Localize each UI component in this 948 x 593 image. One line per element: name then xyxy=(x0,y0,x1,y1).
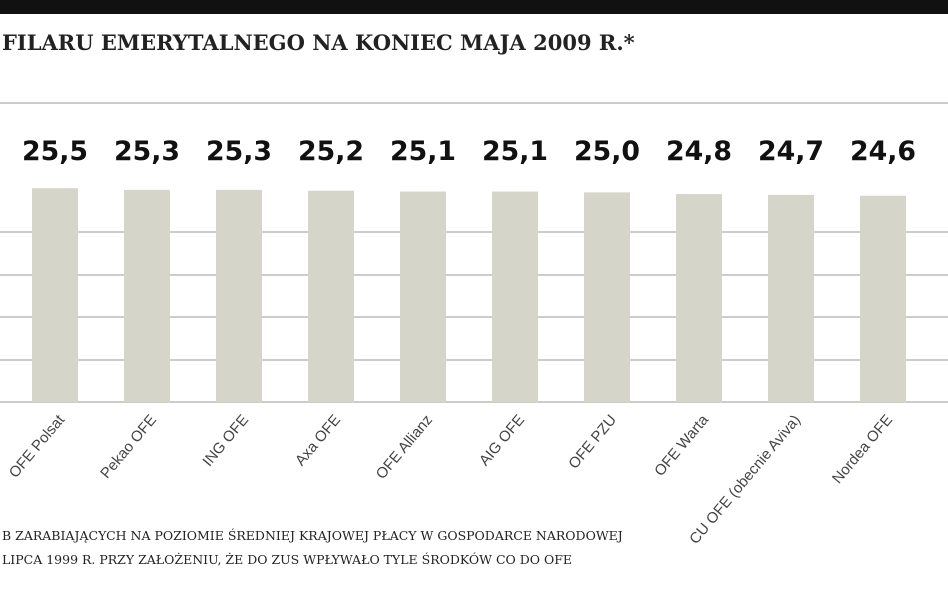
value-label: 25,5 xyxy=(22,136,88,167)
category-label: ING OFE xyxy=(199,412,252,470)
category-label: OFE PZU xyxy=(565,412,620,473)
value-label: 24,7 xyxy=(758,136,824,167)
value-label: 25,1 xyxy=(482,136,548,167)
chart-title: FILARU EMERYTALNEGO NA KONIEC MAJA 2009 … xyxy=(2,30,635,55)
bar xyxy=(584,192,630,402)
value-label: 25,0 xyxy=(574,136,640,167)
value-label: 24,6 xyxy=(850,136,916,167)
category-label: Pekao OFE xyxy=(97,412,160,482)
value-label: 25,3 xyxy=(206,136,272,167)
footnote: B ZARABIAJĄCYCH NA POZIOMIE ŚREDNIEJ KRA… xyxy=(2,527,623,543)
bar xyxy=(492,191,538,402)
category-label: Axa OFE xyxy=(292,412,344,470)
category-label: OFE Polsat xyxy=(6,411,69,481)
bar xyxy=(216,189,262,402)
bar xyxy=(860,195,906,402)
bar xyxy=(32,188,78,402)
bar xyxy=(308,190,354,402)
category-label: OFE Allianz xyxy=(373,412,436,483)
bar xyxy=(768,194,814,402)
bar xyxy=(124,189,170,402)
value-label: 25,1 xyxy=(390,136,456,167)
bar xyxy=(676,194,722,402)
value-label: 24,8 xyxy=(666,136,732,167)
category-label: AIG OFE xyxy=(476,412,528,470)
top-band xyxy=(0,0,948,14)
value-label: 25,3 xyxy=(114,136,180,167)
footnote: LIPCA 1999 R. PRZY ZAŁOŻENIU, ŻE DO ZUS … xyxy=(2,551,572,567)
value-label: 25,2 xyxy=(298,136,364,167)
category-label: OFE Warta xyxy=(651,411,712,479)
bar xyxy=(400,191,446,402)
category-label: Nordea OFE xyxy=(829,412,896,487)
